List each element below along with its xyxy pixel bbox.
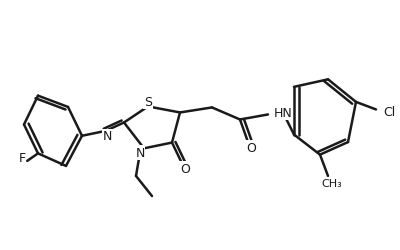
Text: N: N [102, 130, 112, 143]
Text: O: O [246, 141, 256, 154]
Text: F: F [18, 151, 26, 164]
Text: N: N [135, 146, 145, 160]
Text: Cl: Cl [383, 106, 396, 119]
Text: O: O [180, 162, 190, 175]
Text: CH₃: CH₃ [322, 178, 342, 188]
Text: HN: HN [274, 106, 293, 120]
Text: S: S [144, 96, 152, 109]
